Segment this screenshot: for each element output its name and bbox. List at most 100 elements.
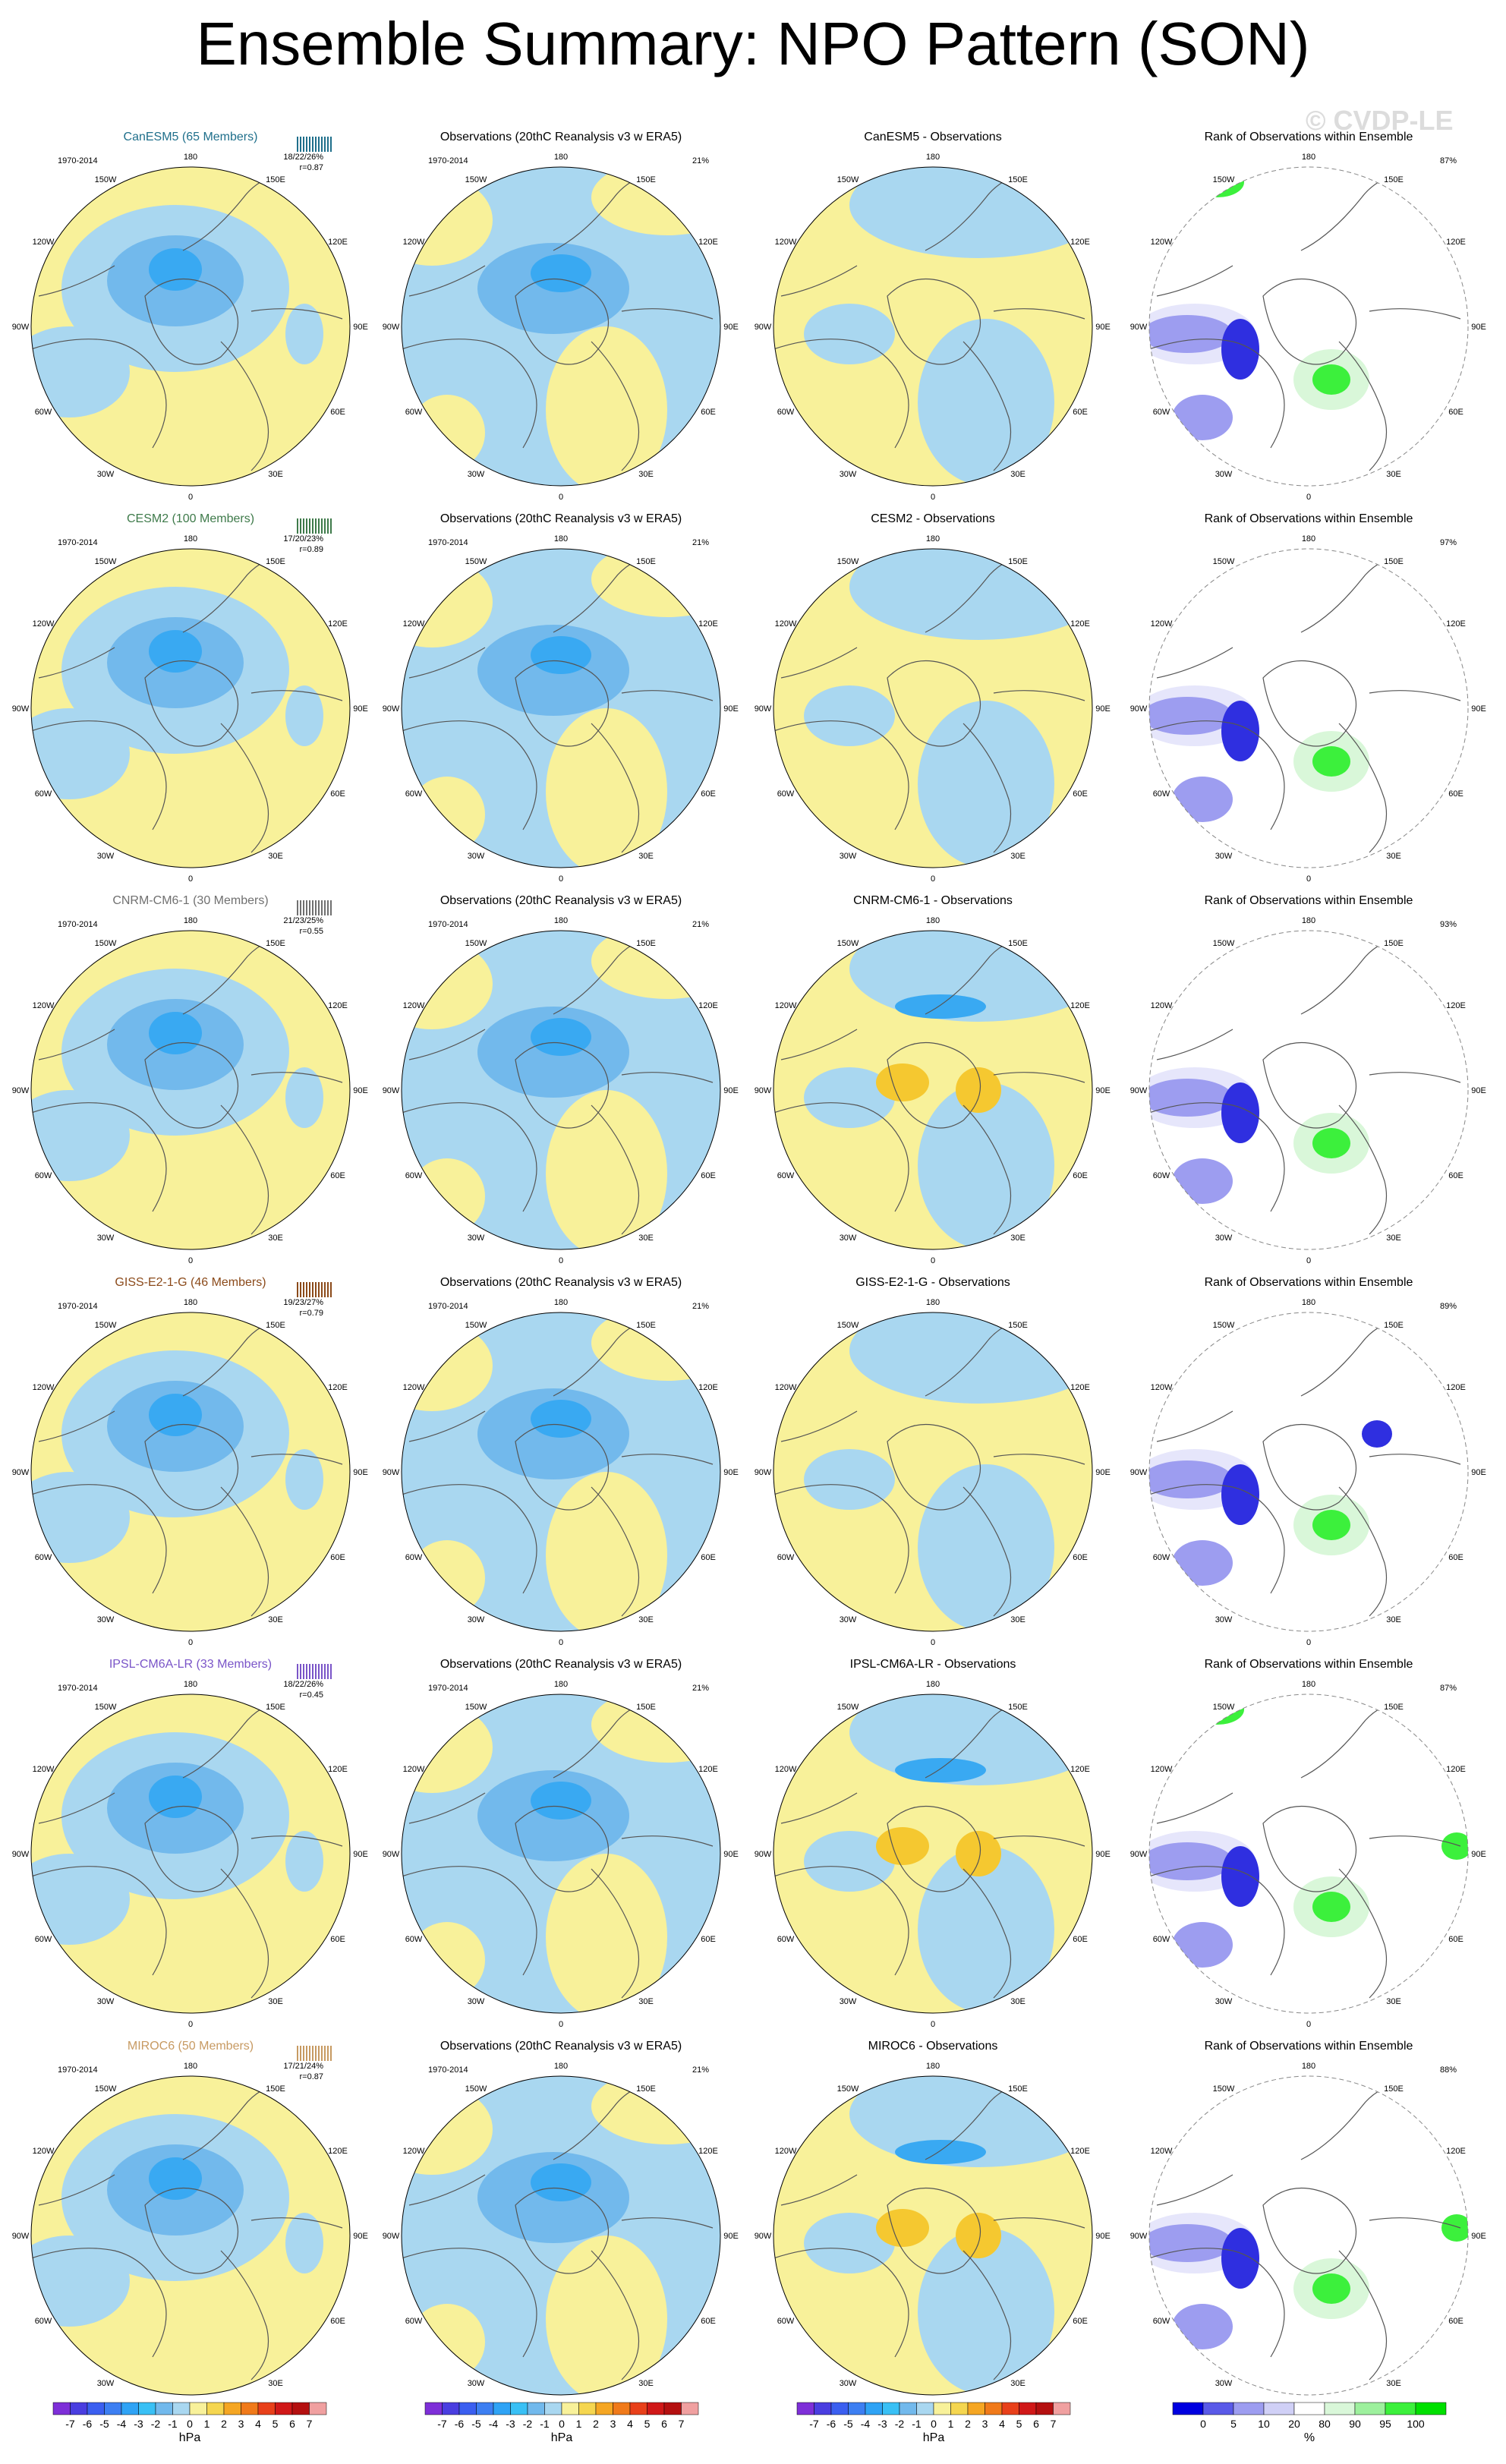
colorbar-swatch [257,2402,276,2415]
coastline-greenland [515,1805,610,1892]
map-border [30,548,351,868]
longitude-label: 180 [926,1298,940,1307]
map-field [1149,1694,1468,2013]
member-spread-tick [300,1664,301,1679]
longitude-label: 30E [1010,1615,1026,1624]
coastline-america [402,647,537,830]
colorbar-tick: 5 [644,2418,651,2430]
field-negative-core [531,254,591,292]
field-positive-anomaly [402,1702,493,1793]
colorbar-swatch [70,2402,88,2415]
colorbar-tick: -5 [843,2418,853,2430]
map-border [1148,930,1469,1250]
map-border [401,548,721,868]
rank-percent: 87% [1440,156,1457,165]
longitude-label: 60E [1448,1553,1463,1562]
colorbar-swatch [1385,2402,1416,2415]
diff-title: CNRM-CM6-1 - Observations [853,894,1013,907]
longitude-label: 90E [1095,323,1111,332]
longitude-label: 60E [1073,408,1088,417]
longitude-label: 120E [1446,1765,1466,1774]
member-spread-tick [300,518,301,534]
map-field [402,167,720,486]
member-spread-tick [297,1664,298,1679]
obs-title: Observations (20thC Reanalysis v3 w ERA5… [440,1276,682,1289]
longitude-label: 180 [1302,1680,1315,1689]
coastline-eurasia [591,1072,714,1235]
longitude-label: 90W [383,1468,400,1477]
map-border [30,166,351,487]
colorbar-swatch [442,2402,460,2415]
map-field [1149,931,1468,1249]
coastlines [1149,1694,1461,1999]
coastline-america [1149,1792,1285,1976]
longitude-label: 30W [468,470,485,479]
map-field [773,549,1092,868]
member-spread-tick [321,2046,323,2061]
longitude-label: 90W [755,1086,772,1095]
longitude-label: 120E [698,1383,718,1392]
longitude-label: 150E [1008,557,1028,566]
member-spread-tick [315,137,317,152]
member-spread-tick [330,518,332,534]
colorbar-units: hPa [179,2431,201,2444]
member-spread-tick [297,518,298,534]
colorbar-swatch [830,2402,849,2415]
longitude-label: 60W [777,408,795,417]
rank-lowest [1221,701,1259,761]
member-spread-tick [303,1282,304,1297]
period-label: 1970-2014 [428,920,468,929]
map-field [31,2076,350,2395]
colorbar-swatch [458,2402,477,2415]
colorbar-swatch [476,2402,494,2415]
longitude-label: 90E [353,704,368,714]
period-label: 1970-2014 [58,538,98,547]
longitude-label: 60W [405,2317,423,2326]
rank-percent: 88% [1440,2065,1457,2075]
longitude-label: 30E [638,470,654,479]
diff-title: CESM2 - Observations [871,512,995,525]
colorbar-swatch [510,2402,528,2415]
member-spread-tick [315,1282,317,1297]
member-spread-tick [300,2046,301,2061]
stats-label: 18/22/26% [283,153,323,162]
map-border [1148,548,1469,868]
longitude-label: 150E [266,2084,285,2094]
longitude-label: 60E [1448,1171,1463,1180]
rank-lowest [1221,1464,1259,1525]
rank-highest [1312,746,1350,777]
coastline-eurasia [591,690,714,853]
longitude-label: 60W [35,2317,52,2326]
coastline-eurasia [963,1835,1085,1999]
longitude-label: 180 [1302,2062,1315,2071]
obs-title: Observations (20thC Reanalysis v3 w ERA5… [440,2040,682,2053]
longitude-label: 150E [1008,1321,1028,1330]
longitude-label: 120E [328,1001,348,1010]
colorbar-swatch [1263,2402,1295,2415]
colorbar-tick: -5 [99,2418,109,2430]
map-border [773,548,1093,868]
longitude-label: 150W [465,1321,487,1330]
colorbar-tick: -2 [151,2418,161,2430]
longitude-label: 60E [330,2317,345,2326]
map-border [30,1694,351,2014]
longitude-label: 120E [1446,2147,1466,2156]
longitude-label: 90W [755,704,772,714]
member-spread-tick [327,518,329,534]
colorbar-tick: -4 [861,2418,871,2430]
longitude-label: 120W [1151,1383,1173,1392]
field-positive-anomaly [546,2236,667,2395]
longitude-label: 150W [837,175,859,184]
correlation-label: r=0.87 [300,2072,324,2081]
longitude-label: 120E [328,1383,348,1392]
rank-title: Rank of Observations within Ensemble [1205,2040,1413,2053]
coastlines [402,549,714,853]
colorbar-hpa-1: -7 -6 -5 -4 -3 -2 -1 0 1 2 3 4 5 6 7 hPa [52,2402,327,2444]
member-spread-tick [306,1664,307,1679]
longitude-label: 0 [188,493,193,502]
longitude-label: 0 [188,1256,193,1265]
map-border [1148,1312,1469,1632]
member-spread-tick [303,137,304,152]
longitude-label: 150E [636,2084,656,2094]
colorbar-tick: -6 [83,2418,93,2430]
